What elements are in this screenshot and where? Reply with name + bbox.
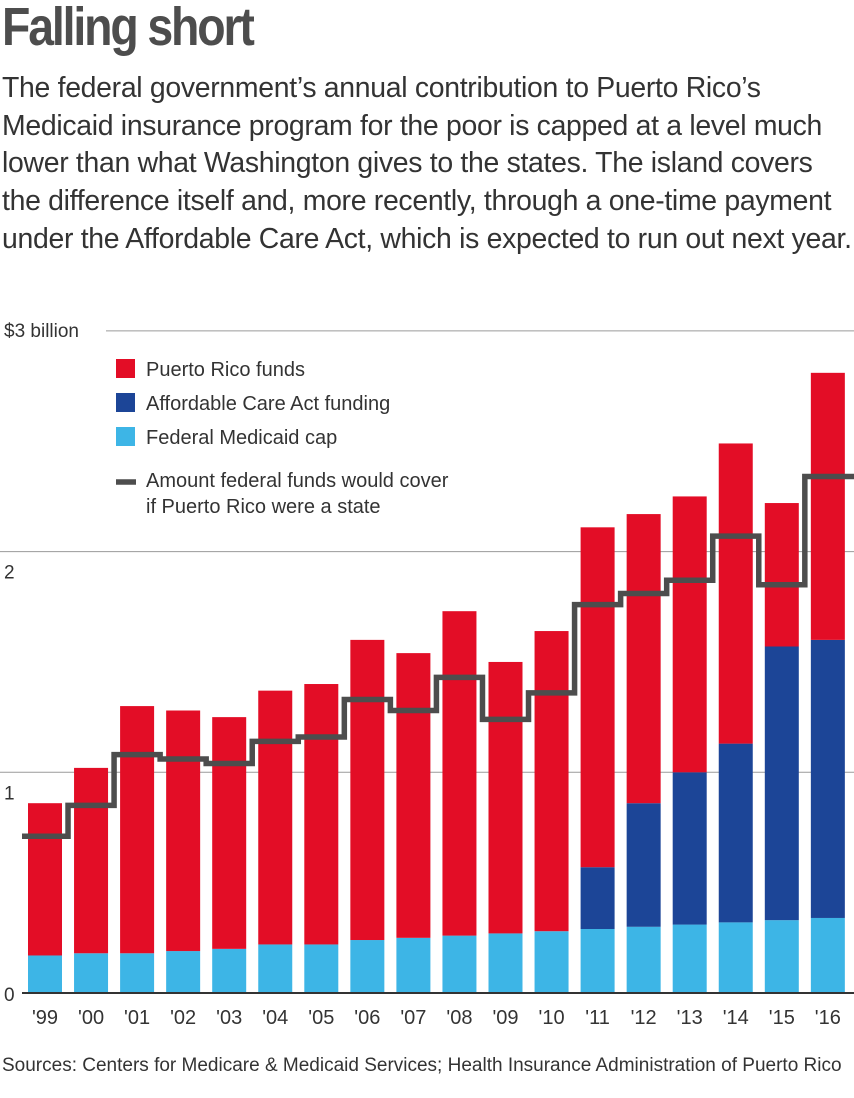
bar-segment [258, 690, 293, 945]
x-tick-label: '16 [815, 1007, 841, 1029]
x-tick-label: '09 [492, 1007, 518, 1029]
bar-segment [304, 684, 339, 945]
bar-segment [120, 953, 155, 993]
x-tick-label: '11 [585, 1007, 610, 1029]
x-tick-label: '08 [446, 1007, 472, 1029]
bar-segment [166, 951, 201, 993]
source-note: Sources: Centers for Medicare & Medicaid… [2, 1055, 842, 1076]
bar-segment [534, 931, 569, 993]
legend-label: Federal Medicaid cap [146, 427, 337, 449]
bars [28, 372, 845, 993]
bar-segment [672, 924, 707, 993]
x-tick-label: '12 [631, 1007, 657, 1029]
x-tick-label: '01 [124, 1007, 150, 1029]
y-tick-label: 0 [4, 985, 15, 1006]
bar-segment [580, 867, 615, 929]
bar-segment [488, 933, 523, 993]
bar-segment [74, 767, 109, 954]
x-tick-label: '14 [723, 1007, 749, 1029]
bar-segment [580, 928, 615, 993]
y-tick-label: 2 [4, 563, 15, 584]
bar-segment [74, 953, 109, 993]
bar-segment [442, 611, 477, 936]
bar-segment [764, 646, 799, 921]
bar-segment [442, 935, 477, 993]
bar-segment [258, 944, 293, 993]
x-tick-label: '99 [32, 1007, 58, 1029]
bar-segment [396, 937, 431, 993]
bar-segment [718, 443, 753, 744]
x-tick-label: '04 [262, 1007, 288, 1029]
chart-title: Falling short [2, 0, 255, 57]
bar-segment [212, 948, 247, 993]
bar-segment [350, 639, 385, 941]
legend-swatch [116, 393, 135, 412]
step-line-path [22, 473, 854, 840]
bar-segment [810, 917, 845, 993]
axes: 1 2 $3 billion 0 '99 '00 '01 '02 '03 '04 '05 '06 '07… [4, 321, 854, 1029]
bar-segment [28, 803, 62, 956]
x-tick-label: '05 [308, 1007, 334, 1029]
legend-swatch [116, 427, 135, 446]
x-tick-label: '02 [170, 1007, 196, 1029]
x-tick-label: '13 [677, 1007, 703, 1029]
bar-segment [304, 944, 339, 993]
bar-segment [718, 922, 753, 993]
bar-segment [672, 772, 707, 925]
y-tick-label: $3 billion [4, 321, 79, 342]
bar-segment [396, 653, 431, 938]
x-tick-label: '10 [539, 1007, 565, 1029]
x-tick-label: '07 [400, 1007, 426, 1029]
bar-segment [28, 955, 62, 993]
bar-segment [672, 496, 707, 773]
bar-segment [166, 710, 201, 952]
legend-swatch [116, 359, 135, 378]
x-tick-label: '06 [354, 1007, 380, 1029]
legend: Puerto Rico funds Affordable Care Act fun… [116, 359, 449, 518]
x-tick-label: '03 [216, 1007, 242, 1029]
bar-segment [534, 631, 569, 932]
bar-segment [580, 527, 615, 868]
x-tick-label: '00 [78, 1007, 104, 1029]
step-line [22, 473, 854, 840]
bar-segment [626, 803, 661, 927]
legend-label: if Puerto Rico were a state [146, 496, 381, 518]
bar-segment [626, 514, 661, 804]
bar-segment [764, 920, 799, 993]
bar-segment [120, 706, 155, 954]
bar-segment [626, 926, 661, 993]
bar-segment [350, 940, 385, 993]
legend-label: Affordable Care Act funding [146, 393, 390, 415]
x-tick-label: '15 [769, 1007, 795, 1029]
bar-segment [212, 717, 247, 949]
bar-segment [810, 372, 845, 640]
bar-segment [764, 503, 799, 647]
stacked-bar-chart: Puerto Rico funds Affordable Care Act fun… [0, 321, 854, 1029]
bar-segment [810, 639, 845, 918]
bar-segment [488, 661, 523, 934]
chart-subtitle: The federal government’s annual contribu… [2, 72, 852, 255]
legend-label: Amount federal funds would cover [146, 470, 449, 492]
y-tick-label: 1 [4, 783, 15, 804]
bar-segment [718, 743, 753, 923]
legend-label: Puerto Rico funds [146, 359, 305, 381]
